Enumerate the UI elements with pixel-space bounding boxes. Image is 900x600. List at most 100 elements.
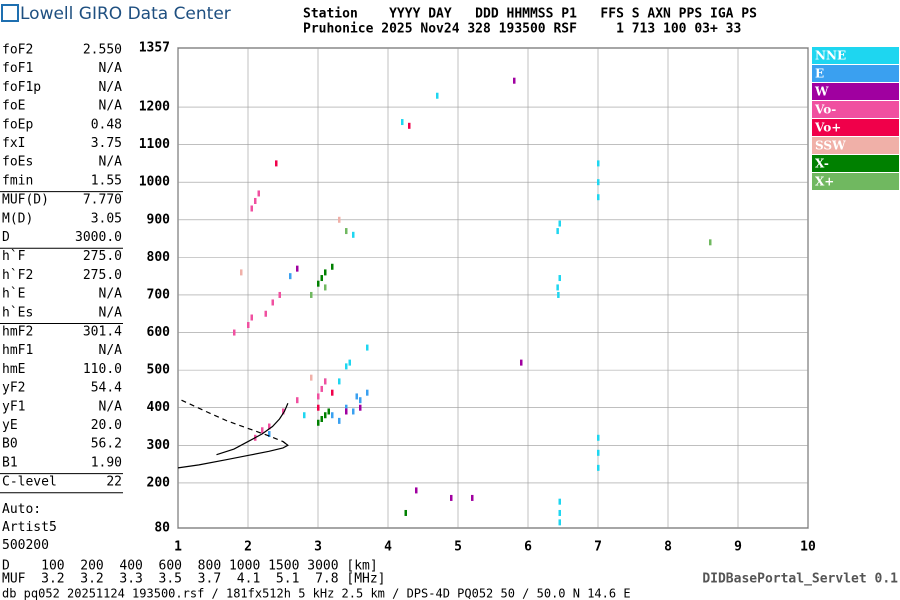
echo-point (557, 291, 560, 298)
echo-point (345, 404, 348, 411)
param-value: 54.4 (91, 381, 122, 396)
profile-trace (216, 402, 289, 456)
legend-swatch (812, 101, 899, 118)
echo-point (471, 494, 474, 501)
echo-point (320, 415, 323, 422)
echo-point (345, 228, 348, 235)
echo-point (324, 378, 327, 385)
brand: Lowell GIRO Data Center (20, 4, 231, 24)
echo-point (331, 263, 334, 270)
legend-label: X- (815, 157, 829, 171)
echo-point (331, 389, 334, 396)
y-tick-label: 1000 (139, 175, 170, 190)
param-value: N/A (99, 399, 123, 414)
legend-swatch (812, 155, 899, 172)
echo-point (310, 291, 313, 298)
echo-point (338, 417, 341, 424)
echo-point (558, 220, 561, 227)
x-tick-label: 2 (244, 540, 252, 555)
y-tick-label: 80 (154, 521, 170, 536)
y-tick-label: 700 (147, 287, 171, 302)
echo-point (317, 404, 320, 411)
echo-point (324, 284, 327, 291)
echo-point (317, 419, 320, 426)
y-tick-label: 1100 (139, 137, 170, 152)
echo-point (558, 498, 561, 505)
echo-point (404, 509, 407, 516)
echo-point (296, 397, 299, 404)
param-name: foEp (2, 117, 33, 132)
param-value: 3.05 (91, 211, 122, 226)
echo-point (275, 160, 278, 167)
echo-point (520, 359, 523, 366)
y-tick-label: 1200 (139, 100, 170, 115)
param-value: 56.2 (91, 437, 122, 452)
param-name: yE (2, 418, 18, 433)
echo-point (597, 449, 600, 456)
echo-point (317, 393, 320, 400)
legend-label: W (814, 85, 829, 99)
echo-point (597, 434, 600, 441)
echo-point (597, 160, 600, 167)
param-value: N/A (99, 61, 123, 76)
echo-point (401, 119, 404, 126)
header-line: Pruhonice 2025 Nov24 328 193500 RSF 1 71… (303, 22, 741, 37)
param-value: N/A (99, 287, 123, 302)
header-line: Station YYYY DAY DDD HHMMSS P1 FFS S AXN… (303, 7, 757, 22)
param-name: yF2 (2, 381, 25, 396)
muf-row: D 100 200 400 600 800 1000 1500 3000 [km… (2, 559, 378, 574)
param-value: 2.550 (83, 43, 122, 58)
param-name: MUF(D) (2, 193, 49, 208)
profile-trace (181, 399, 289, 446)
legend-label: NNE (815, 49, 846, 63)
echo-point (450, 494, 453, 501)
logo (1, 4, 19, 22)
echo-point (247, 322, 250, 329)
echo-point (278, 291, 281, 298)
param-value: 7.770 (83, 193, 122, 208)
echo-point (282, 408, 285, 415)
y-tick-label: 300 (147, 438, 171, 453)
param-name: C-level (2, 475, 57, 490)
x-tick-label: 3 (314, 540, 322, 555)
echo-point (558, 509, 561, 516)
param-name: D (2, 230, 10, 245)
param-value: N/A (99, 305, 123, 320)
plot-frame (177, 47, 809, 529)
param-name: fxI (2, 136, 25, 151)
y-tick-label: 800 (147, 250, 171, 265)
echo-point (261, 427, 264, 434)
y-tick-label: 200 (147, 475, 171, 490)
param-value: 0.48 (91, 117, 122, 132)
x-tick-label: 5 (454, 540, 462, 555)
param-value: 20.0 (91, 418, 122, 433)
echo-point (359, 404, 362, 411)
footer: db pq052 20251124 193500.rsf / 181fx512h… (2, 587, 631, 600)
legend-label: Vo- (814, 103, 836, 117)
auto-label: Artist5 (2, 520, 57, 535)
echo-point (303, 412, 306, 419)
y-tick-label: 1357 (139, 41, 170, 56)
param-name: B0 (2, 437, 18, 452)
param-name: M(D) (2, 211, 33, 226)
param-name: foF1p (2, 80, 41, 95)
auto-label: 500200 (2, 538, 49, 553)
param-value: N/A (99, 155, 123, 170)
y-tick-label: 400 (147, 400, 171, 415)
echo-point (355, 393, 358, 400)
param-value: 22 (106, 475, 122, 490)
echo-point (327, 408, 330, 415)
param-value: 3000.0 (75, 230, 122, 245)
profile-trace (177, 441, 290, 469)
y-tick-label: 900 (147, 212, 171, 227)
param-name: B1 (2, 455, 18, 470)
param-name: hmE (2, 362, 25, 377)
echo-point (250, 314, 253, 321)
legend-swatch (812, 173, 899, 190)
legend-swatch (812, 83, 899, 100)
echo-point (359, 397, 362, 404)
param-value: 110.0 (83, 362, 122, 377)
echo-point (338, 216, 341, 223)
echo-point (352, 408, 355, 415)
param-value: 1.90 (91, 455, 122, 470)
